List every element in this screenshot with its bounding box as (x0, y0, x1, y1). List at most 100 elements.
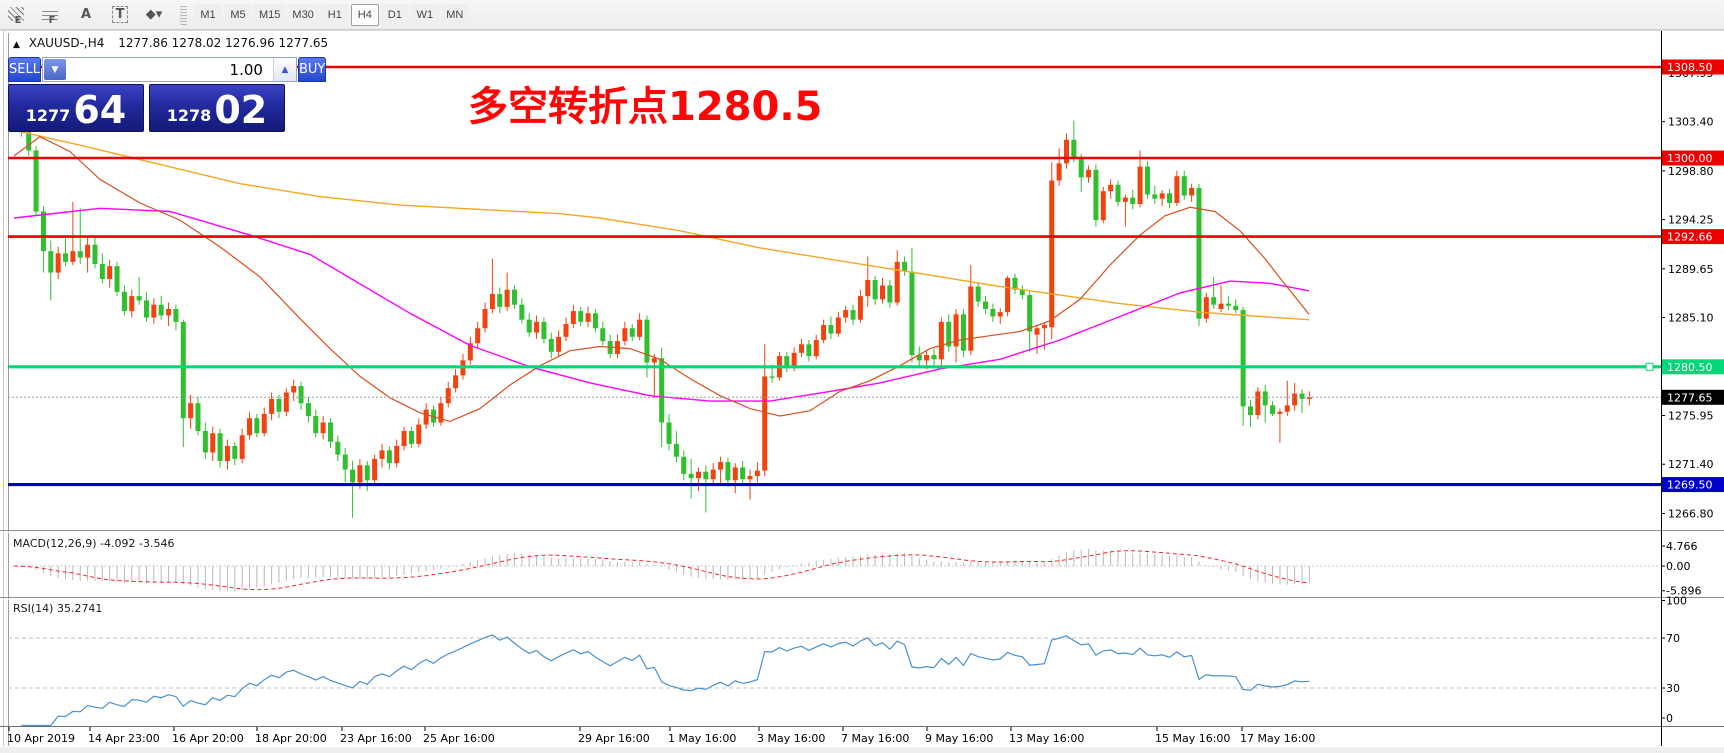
sell-button[interactable]: SELL (8, 57, 41, 82)
candle-bear (703, 471, 709, 480)
sell-price-display[interactable]: 1277 64 (8, 84, 144, 132)
rsi-axis-label: 70 (1666, 632, 1680, 645)
timeframe-button-mn[interactable]: MN (440, 3, 469, 26)
candle-bull (754, 470, 760, 477)
candle-bear (600, 328, 606, 342)
candle-bull (188, 403, 194, 419)
rsi-line (21, 634, 1310, 727)
candle-bull (467, 343, 473, 361)
timeframe-button-h4[interactable]: H4 (350, 3, 379, 26)
candle-bull (1159, 193, 1165, 199)
macd-indicator-label: MACD(12,26,9) -4.092 -3.546 (13, 537, 175, 550)
price-axis-label: 1298.80 (1668, 165, 1714, 178)
candle-bear (158, 304, 164, 316)
candle-bull (372, 458, 378, 481)
sell-price-big-digits: 64 (73, 88, 127, 132)
panel-collapse-icon[interactable]: ▲ (13, 40, 20, 50)
rsi-indicator-label: RSI(14) 35.2741 (13, 602, 103, 615)
candle-bull (1049, 180, 1055, 328)
candle-bull (953, 314, 959, 347)
fibonacci-tool-icon[interactable]: F (36, 2, 68, 28)
candle-bear (946, 321, 952, 347)
candle-bull (151, 304, 157, 318)
timeframe-button-m30[interactable]: M30 (287, 3, 319, 26)
candle-bull (224, 446, 230, 462)
candle-bull (718, 462, 724, 470)
candle-bull (1306, 397, 1312, 399)
candle-bull (622, 328, 628, 342)
candle-bull (1255, 391, 1261, 415)
candle-bear (578, 311, 584, 322)
pivot-line-1280-50-drag-handle[interactable] (1645, 362, 1654, 371)
candle-bear (99, 264, 105, 279)
buy-button[interactable]: BUY (297, 57, 327, 82)
text-label-tool-icon[interactable]: A (70, 2, 102, 28)
volume-input[interactable] (66, 58, 273, 81)
candle-bull (710, 469, 716, 480)
candle-bear (92, 244, 98, 265)
candle-bear (1078, 159, 1084, 178)
candle-bull (924, 355, 930, 361)
rsi-axis-label: 30 (1666, 682, 1680, 695)
candle-bull (269, 398, 275, 414)
candle-bear (681, 456, 687, 474)
sell-price-prefix: 1277 (25, 106, 71, 125)
candle-bull (1034, 328, 1040, 335)
price-badge-label: 1300.00 (1667, 152, 1713, 165)
rsi-axis-label: 0 (1666, 712, 1673, 725)
time-axis-label: 3 May 16:00 (757, 732, 825, 745)
time-axis-label: 29 Apr 16:00 (578, 732, 650, 745)
dots-decoration (42, 7, 58, 20)
candle-bull (1041, 325, 1047, 329)
candle-bear (180, 321, 186, 419)
candle-bull (438, 403, 444, 423)
candle-bull (1056, 163, 1062, 181)
macd-panel[interactable] (8, 533, 1661, 597)
pivot-annotation-text: 多空转折点1280.5 (468, 84, 823, 130)
timeframe-button-m15[interactable]: M15 (254, 3, 286, 26)
candle-bull (843, 310, 849, 318)
candle-bull (857, 296, 863, 320)
rsi-axis-label: 100 (1666, 595, 1687, 608)
volume-decrease-button[interactable]: ▼ (43, 59, 66, 80)
timeframe-button-m5[interactable]: M5 (224, 3, 252, 26)
candle-bear (975, 286, 981, 302)
candle-bear (1130, 197, 1136, 205)
candle-bull (695, 471, 701, 479)
candle-bull (504, 289, 510, 307)
buy-price-display[interactable]: 1278 02 (149, 84, 285, 132)
candle-bear (327, 422, 333, 442)
candle-bull (291, 386, 297, 393)
price-axis-label: 1294.25 (1668, 214, 1714, 227)
candle-bear (909, 271, 915, 356)
text-box-tool-icon[interactable]: T (104, 2, 136, 28)
candle-bear (644, 319, 650, 363)
rsi-panel[interactable] (8, 600, 1661, 726)
time-axis-label: 23 Apr 16:00 (340, 732, 412, 745)
equidistant-channel-tool-icon[interactable]: E (2, 2, 34, 28)
candle-bear (592, 313, 598, 329)
candle-bull (563, 323, 569, 337)
timeframe-button-m1[interactable]: M1 (194, 3, 222, 26)
candle-bear (916, 355, 922, 361)
candle-bear (1225, 303, 1231, 306)
candle-bull (1203, 297, 1209, 319)
candle-bear (1181, 176, 1187, 196)
tool-tag: T (111, 6, 129, 23)
tool-tag: A (80, 7, 92, 22)
time-axis-label: 25 Apr 16:00 (423, 732, 495, 745)
toolbar-drag-handle[interactable] (180, 4, 187, 25)
candle-bull (1218, 303, 1224, 309)
candle-bull (894, 261, 900, 303)
volume-increase-button[interactable]: ▲ (272, 58, 296, 81)
candle-bull (55, 253, 61, 273)
candle-bear (548, 338, 554, 352)
timeframe-button-w1[interactable]: W1 (410, 3, 439, 26)
arrow-objects-dropdown-icon[interactable]: ◆▾ (138, 2, 170, 28)
candle-bull (651, 358, 657, 363)
candle-bull (1292, 393, 1298, 406)
timeframe-button-h1[interactable]: H1 (320, 3, 349, 26)
timeframe-button-d1[interactable]: D1 (380, 3, 409, 26)
candle-bull (85, 244, 91, 258)
